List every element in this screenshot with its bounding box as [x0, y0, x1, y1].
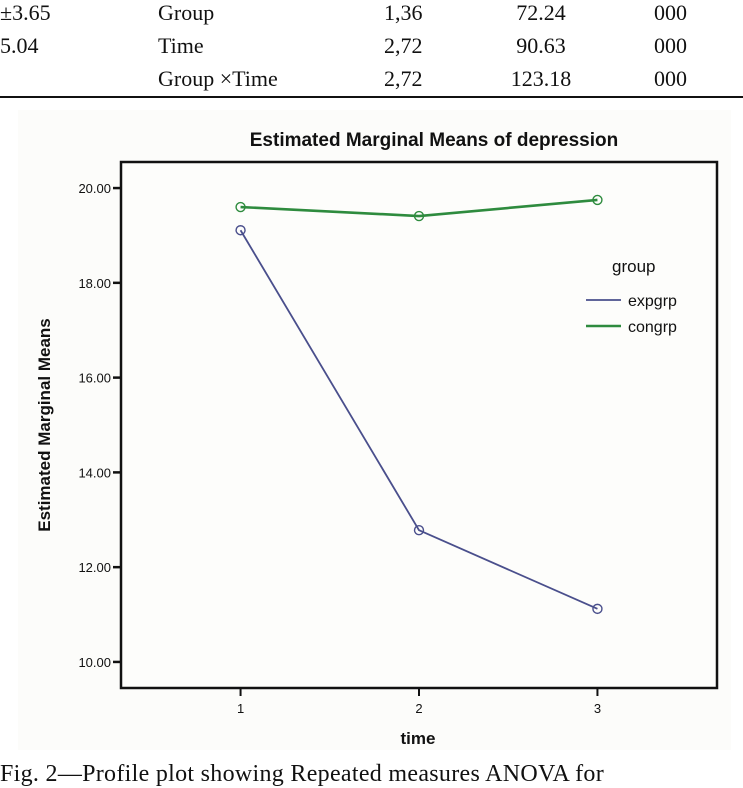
- legend: group expgrp congrp: [586, 257, 677, 336]
- data-point-expgrp: [235, 225, 246, 236]
- data-point-congrp: [235, 201, 246, 213]
- y-tick-label: 10.00: [78, 655, 111, 670]
- table-row: ±3.65 Group 1,36 72.24 000: [0, 0, 743, 28]
- data-point-congrp: [592, 194, 603, 206]
- table-row: 5.04 Time 2,72 90.63 000: [0, 31, 743, 61]
- data-point-expgrp: [592, 603, 603, 615]
- profile-plot: Estimated Marginal Means of depression 1…: [35, 130, 719, 748]
- table-cell-p: 000: [654, 0, 687, 25]
- x-axis: 1 2 3: [237, 688, 601, 716]
- series-layer: [235, 194, 603, 615]
- x-tick-label: 2: [415, 701, 422, 716]
- legend-label-congrp: congrp: [628, 319, 677, 336]
- series-line-expgrp: [239, 229, 598, 610]
- x-tick-label: 1: [237, 701, 244, 716]
- plot-frame: [119, 160, 719, 690]
- anova-table: ±3.65 Group 1,36 72.24 000 5.04 Time 2,7…: [0, 0, 743, 100]
- table-cell-source: Group: [158, 0, 215, 25]
- data-point-expgrp: [413, 525, 425, 536]
- table-cell-p: 000: [654, 33, 687, 58]
- table-cell-value: ±3.65: [0, 0, 51, 25]
- y-axis: 10.00 12.00 14.00 16.00 18.00 20.00: [78, 181, 121, 670]
- chart-title: Estimated Marginal Means of depression: [250, 130, 618, 151]
- table-row: Group ×Time 2,72 123.18 000: [0, 64, 743, 94]
- table-cell-source: Time: [158, 33, 204, 58]
- figure-caption: Fig. 2—Profile plot showing Repeated mea…: [0, 761, 604, 787]
- table-bottom-rule: [0, 96, 743, 98]
- table-cell-source: Group ×Time: [158, 66, 278, 91]
- legend-label-expgrp: expgrp: [628, 293, 677, 310]
- x-axis-label: time: [401, 729, 436, 748]
- table-cell-value: 5.04: [0, 33, 39, 58]
- y-tick-label: 20.00: [78, 181, 111, 196]
- y-tick-label: 16.00: [78, 371, 111, 386]
- series-line-congrp: [240, 198, 598, 218]
- table-cell-df: 2,72: [384, 66, 423, 91]
- y-tick-label: 14.00: [78, 465, 111, 480]
- x-tick-label: 3: [594, 701, 601, 716]
- y-tick-label: 12.00: [78, 560, 111, 575]
- y-tick-label: 18.00: [78, 276, 111, 291]
- series-congrp: [235, 194, 603, 222]
- data-point-congrp: [413, 210, 425, 222]
- series-expgrp: [235, 225, 603, 615]
- legend-title: group: [612, 257, 655, 276]
- table-cell-f: 90.63: [516, 33, 566, 58]
- table-cell-df: 1,36: [384, 0, 423, 25]
- table-cell-p: 000: [654, 66, 687, 91]
- table-cell-f: 72.24: [516, 0, 566, 25]
- table-cell-f: 123.18: [510, 66, 572, 91]
- table-cell-df: 2,72: [384, 33, 423, 58]
- y-axis-label: Estimated Marginal Means: [35, 318, 54, 532]
